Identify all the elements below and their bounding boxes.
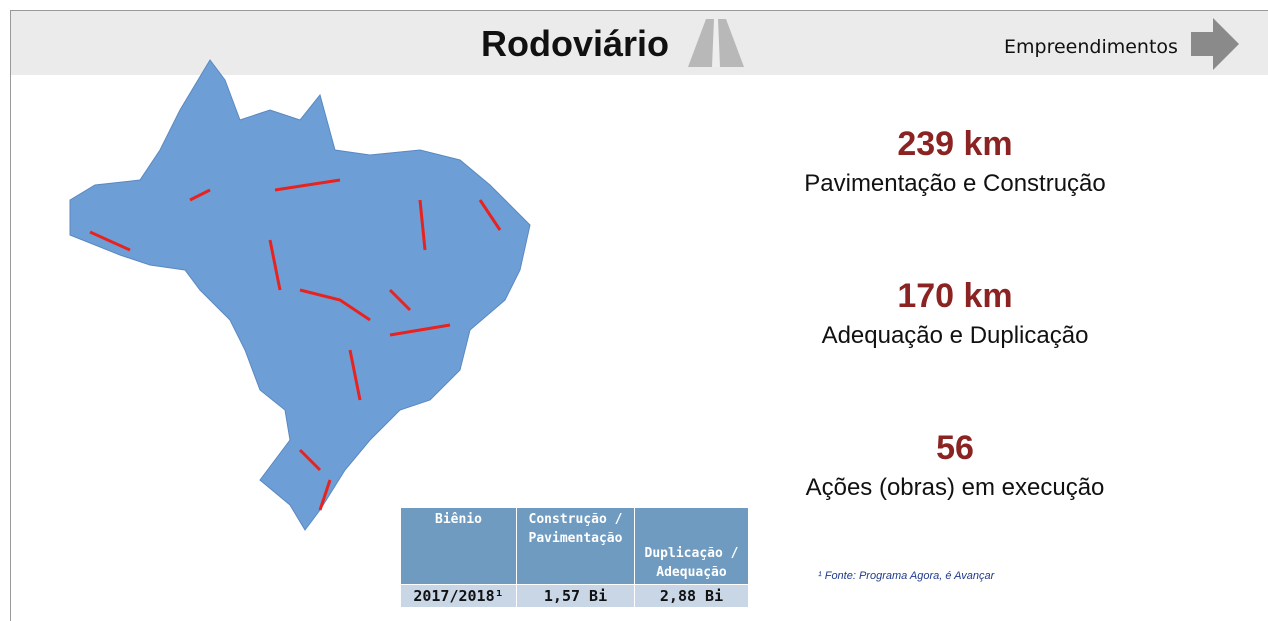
table: Biênio Construção / Pavimentação Duplica… bbox=[400, 507, 749, 608]
map bbox=[69, 59, 531, 531]
link[interactable]: Empreendimentos bbox=[1004, 36, 1178, 58]
stat-label: Adequação e Duplicação bbox=[821, 322, 1089, 349]
stat: 239 km Pavimentação e Construção bbox=[760, 125, 1150, 198]
footnote: ¹ Fonte: Programa Agora, é Avançar bbox=[818, 570, 995, 582]
stat: 56 Ações (obras) em execução bbox=[760, 429, 1150, 502]
stat-value: 170 km bbox=[897, 277, 1013, 315]
stat-label: Pavimentação e Construção bbox=[804, 170, 1106, 197]
table-header: Construção / Pavimentação bbox=[516, 507, 635, 585]
title: Rodoviário bbox=[481, 23, 670, 64]
road-icon bbox=[688, 19, 744, 67]
table-cell: 2,88 Bi bbox=[634, 584, 749, 608]
header: Rodoviário Empreendimentos bbox=[11, 11, 1268, 75]
stat-value: 239 km bbox=[897, 125, 1013, 163]
arrow-icon[interactable] bbox=[1189, 16, 1241, 72]
table-cell: 1,57 Bi bbox=[516, 584, 635, 608]
table-header: Biênio bbox=[400, 507, 517, 585]
table-cell: 2017/2018¹ bbox=[400, 584, 517, 608]
frame bbox=[10, 10, 1268, 621]
table-header: Duplicação / Adequação bbox=[634, 507, 749, 585]
stat: 170 km Adequação e Duplicação bbox=[760, 277, 1150, 350]
stat-label: Ações (obras) em execução bbox=[805, 474, 1105, 501]
stat-value: 56 bbox=[936, 429, 974, 467]
